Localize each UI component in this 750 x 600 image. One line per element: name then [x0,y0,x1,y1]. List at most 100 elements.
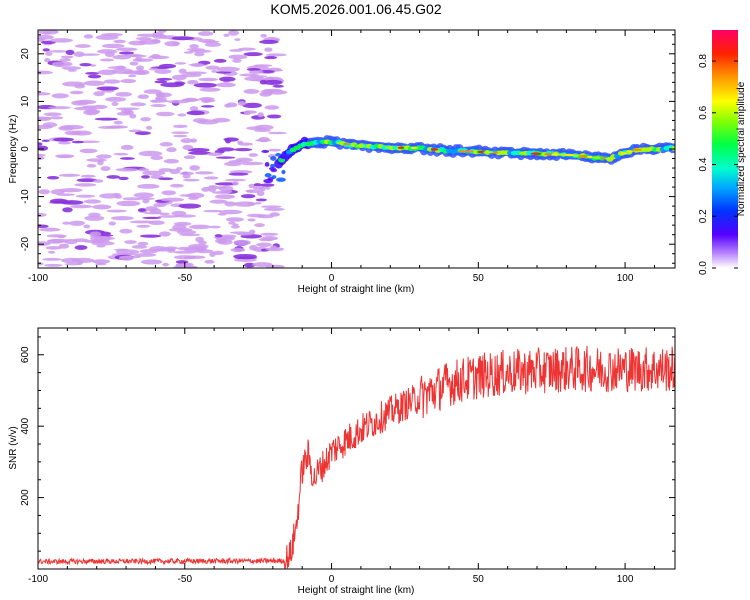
noise-blob [48,50,69,53]
noise-blob [137,94,149,100]
noise-blob [260,183,275,187]
noise-blob [214,234,223,238]
noise-blob [114,194,123,199]
x-tick-label: -100 [28,574,48,585]
colorbar-tick-label: 0.4 [698,157,709,171]
noise-blob [76,178,98,183]
noise-blob [153,203,167,208]
noise-blob [215,156,236,159]
y-tick-label: -20 [20,237,31,252]
noise-blob [225,217,244,222]
trace-peak [410,146,419,150]
noise-blob [159,212,170,216]
x-tick-label: 50 [473,574,485,585]
noise-blob [134,131,151,136]
noise-blob [161,190,176,196]
noise-blob [158,177,174,181]
trace-scatter [270,163,276,168]
noise-blob [86,158,107,162]
trace-peak [343,142,350,146]
noise-blob [214,194,236,200]
noise-blob [46,234,67,238]
noise-blob [74,84,86,89]
y-tick-label: 0 [20,146,31,152]
noise-blob [41,139,50,142]
noise-blob [130,102,147,107]
noise-blob [248,229,256,235]
noise-blob [140,175,150,179]
noise-blob [96,49,118,54]
noise-blob [129,113,137,119]
noise-blob [91,241,115,246]
noise-blob [71,100,89,106]
noise-blob [111,68,134,74]
noise-blob [159,142,173,147]
trace-peak [336,141,344,145]
noise-blob [240,194,256,199]
noise-blob [215,82,236,88]
noise-blob [196,119,219,125]
noise-blob [93,179,104,183]
noise-blob [137,183,160,189]
noise-blob [83,34,94,39]
noise-blob [56,155,73,159]
x-tick-label: 100 [617,273,634,284]
noise-blob [188,151,212,155]
noise-blob [42,48,50,52]
noise-blob [38,34,54,40]
noise-blob [172,124,188,129]
noise-blob [62,221,71,225]
noise-blob [213,58,227,63]
colorbar-tick-label: 0.2 [698,209,709,223]
noise-blob [178,203,202,209]
noise-blob [243,110,251,116]
noise-blob [38,142,43,146]
noise-blob [124,240,137,244]
noise-blob [106,175,121,179]
noise-blob [51,93,69,99]
noise-blob [211,70,219,73]
noise-blob [257,112,264,118]
noise-blob [254,202,262,205]
noise-blob [50,189,65,195]
noise-blob [178,68,187,74]
chart-title: KOM5.2026.001.06.45.G02 [270,1,441,17]
trace-scatter [264,162,270,167]
noise-blob [179,194,197,197]
noise-blob [43,263,63,267]
noise-blob [115,91,132,97]
trace-scatter [281,169,286,175]
noise-blob [171,74,187,81]
noise-blob [171,131,190,135]
trace-peak [384,146,391,149]
noise-blob [140,117,151,122]
noise-blob [256,242,272,248]
noise-blob [223,137,239,142]
trace-peak [564,153,575,157]
noise-blob [260,33,267,38]
noise-blob [174,62,187,65]
noise-blob [169,183,184,188]
trace-peak [632,148,643,151]
noise-blob [193,82,218,88]
noise-blob [48,106,72,110]
noise-blob [260,89,274,95]
noise-blob [79,63,92,67]
noise-blob [172,41,179,46]
trace-peak [573,154,580,157]
noise-blob [43,112,62,117]
trace-peak [578,155,589,158]
noise-blob [42,122,58,128]
noise-blob [237,100,246,106]
noise-blob [272,84,284,88]
noise-blob [166,147,177,153]
noise-blob [162,262,170,267]
noise-blob [266,114,282,119]
noise-blob [45,51,53,56]
noise-blob [65,49,75,56]
noise-blob [38,212,47,217]
noise-blob [119,228,133,234]
noise-blob [236,232,254,236]
noise-blob [234,256,258,260]
